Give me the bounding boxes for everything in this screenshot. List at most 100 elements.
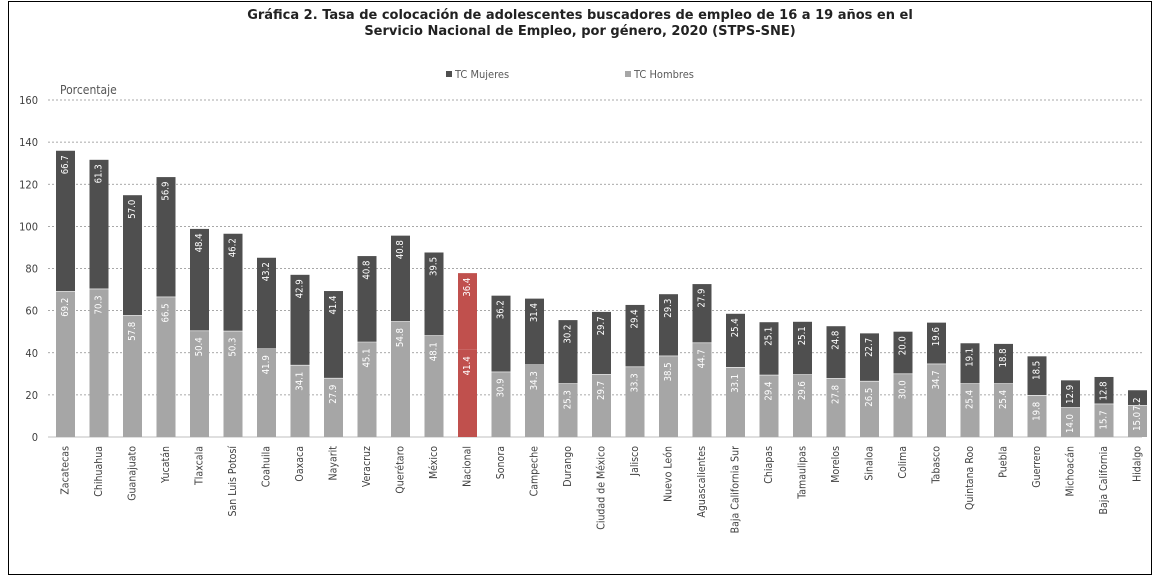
bar-hombres	[458, 349, 477, 437]
data-label-hombres: 15.7	[1099, 410, 1110, 429]
bar-hombres	[190, 330, 209, 437]
bar-mujeres	[424, 252, 444, 336]
data-label-hombres: 57.8	[127, 322, 138, 341]
bar-mujeres	[759, 322, 779, 376]
data-label-mujeres: 18.5	[1032, 361, 1043, 380]
bar-mujeres	[558, 320, 578, 384]
data-label-mujeres: 57.0	[127, 200, 138, 219]
legend-label-hombres: TC Hombres	[633, 68, 694, 81]
bar-mujeres	[860, 333, 879, 382]
x-tick-label: Tamaulipas	[797, 446, 809, 500]
x-tick-label: Nuevo León	[663, 446, 675, 502]
data-label-mujeres: 40.8	[362, 261, 373, 280]
data-label-hombres: 29.6	[797, 381, 808, 400]
bar-hombres	[424, 335, 444, 437]
bar-mujeres	[960, 343, 980, 384]
x-tick-label: Aguascalientes	[696, 446, 708, 518]
x-tick-label: Ciudad de México	[596, 446, 608, 530]
bar-mujeres	[156, 177, 176, 297]
data-label-mujeres: 29.7	[596, 316, 607, 335]
bar-hombres	[726, 367, 745, 437]
bar-mujeres	[123, 195, 142, 316]
data-label-hombres: 34.7	[931, 370, 942, 389]
bar-hombres	[592, 374, 611, 437]
bar-mujeres	[659, 294, 678, 356]
bar-hombres	[659, 355, 678, 437]
x-tick-label: Tlaxcala	[194, 446, 206, 486]
data-label-mujeres: 12.9	[1065, 385, 1076, 404]
y-tick-label: 100	[19, 220, 38, 233]
x-tick-label: Yucatán	[160, 446, 172, 484]
bar-mujeres	[1128, 390, 1147, 406]
bar-mujeres	[458, 273, 477, 350]
bar-hombres	[89, 288, 109, 437]
x-tick-label: Hidalgo	[1132, 446, 1144, 482]
data-label-hombres: 41.4	[462, 356, 473, 375]
bar-mujeres	[726, 313, 745, 368]
bar-hombres	[793, 374, 812, 437]
data-label-mujeres: 29.4	[630, 309, 641, 328]
bar-mujeres	[324, 291, 343, 379]
data-label-mujeres: 41.4	[328, 296, 339, 315]
x-tick-label: Durango	[562, 446, 574, 487]
x-tick-label: Querétaro	[395, 446, 407, 494]
x-tick-label: Puebla	[998, 446, 1010, 478]
bar-hombres	[558, 383, 578, 437]
bar-hombres	[893, 373, 913, 437]
chart-frame	[8, 1, 1152, 575]
legend-label-mujeres: TC Mujeres	[454, 68, 509, 81]
chart-title-line-2: Servicio Nacional de Empleo, por género,…	[364, 24, 796, 39]
x-tick-label: Baja California	[1098, 446, 1110, 515]
bar-hombres	[1128, 405, 1147, 437]
data-label-hombres: 19.8	[1032, 402, 1043, 421]
data-label-mujeres: 42.9	[295, 279, 306, 298]
bar-mujeres	[592, 311, 611, 375]
bar-hombres	[1027, 395, 1047, 437]
data-label-mujeres: 25.1	[764, 327, 775, 346]
bar-hombres	[391, 321, 410, 437]
data-label-hombres: 27.8	[831, 385, 842, 404]
bar-hombres	[860, 381, 879, 437]
x-tick-label: Coahuila	[261, 446, 273, 487]
bar-mujeres	[793, 321, 812, 375]
data-label-mujeres: 43.2	[261, 262, 272, 281]
y-tick-label: 0	[32, 431, 38, 444]
data-label-hombres: 30.0	[898, 380, 909, 399]
data-label-mujeres: 12.8	[1099, 381, 1110, 400]
x-tick-label: Tabasco	[931, 446, 943, 485]
data-label-hombres: 41.9	[261, 355, 272, 374]
data-label-hombres: 29.4	[764, 382, 775, 401]
data-label-mujeres: 40.8	[395, 240, 406, 259]
bar-hombres	[324, 378, 343, 437]
bar-mujeres	[525, 298, 544, 365]
bar-mujeres	[1061, 380, 1080, 408]
data-label-mujeres: 36.4	[462, 278, 473, 297]
chart-title: Gráfica 2. Tasa de colocación de adolesc…	[0, 8, 1160, 40]
data-label-mujeres: 25.1	[797, 326, 808, 345]
legend-swatch-mujeres	[446, 71, 452, 77]
bar-hombres	[257, 348, 276, 437]
bar-mujeres	[692, 284, 712, 343]
bar-mujeres	[391, 235, 410, 322]
bar-mujeres	[927, 322, 946, 364]
x-tick-label: Michoacán	[1065, 446, 1077, 497]
data-label-hombres: 45.1	[362, 348, 373, 367]
data-label-mujeres: 66.7	[60, 155, 71, 174]
data-label-mujeres: 19.1	[965, 348, 976, 367]
bar-hombres	[525, 364, 544, 437]
data-label-mujeres: 36.2	[496, 300, 507, 319]
bar-mujeres	[89, 159, 109, 289]
x-tick-label: Sonora	[495, 446, 507, 479]
bar-hombres	[927, 363, 946, 437]
x-tick-label: Nacional	[462, 446, 474, 487]
bar-hombres	[357, 342, 377, 437]
x-tick-label: Quintana Roo	[964, 446, 976, 510]
y-tick-label: 140	[19, 136, 38, 149]
data-label-hombres: 48.1	[429, 342, 440, 361]
bar-hombres	[625, 366, 645, 437]
bar-mujeres	[190, 228, 209, 331]
data-label-hombres: 69.2	[60, 298, 71, 317]
data-label-hombres: 50.4	[194, 337, 205, 356]
legend-swatch-hombres	[625, 71, 631, 77]
